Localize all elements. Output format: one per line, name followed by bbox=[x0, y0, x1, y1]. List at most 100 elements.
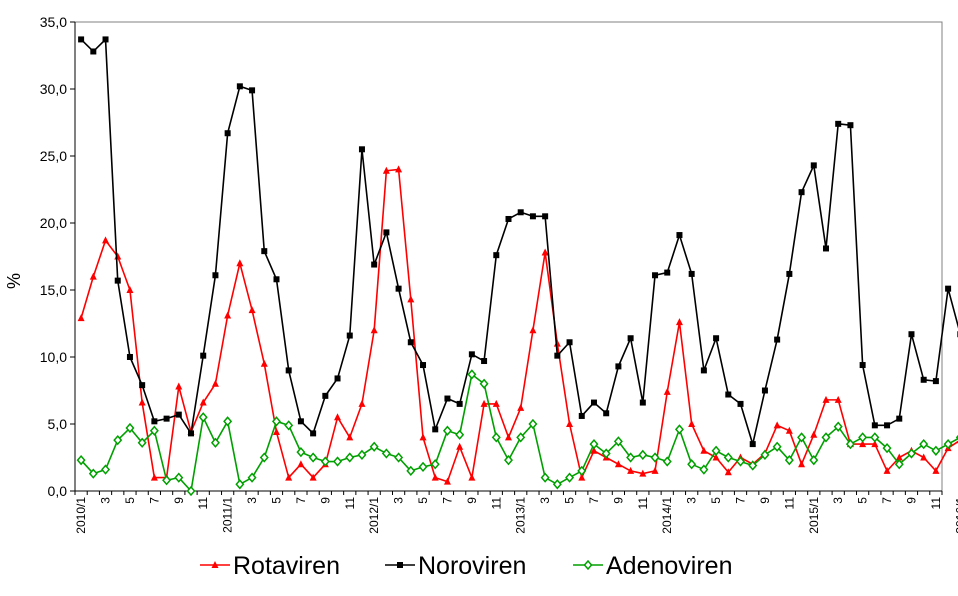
data-point-adenoviren bbox=[784, 455, 794, 466]
data-point-rotaviren bbox=[309, 473, 317, 481]
data-point-adenoviren bbox=[699, 464, 709, 475]
data-point-adenoviren bbox=[394, 452, 404, 463]
legend-label-rotaviren: Rotaviren bbox=[233, 552, 340, 580]
data-point-adenoviren bbox=[259, 452, 269, 463]
data-point-rotaviren bbox=[614, 460, 622, 468]
x-tick-label: 7 bbox=[440, 497, 454, 504]
data-point-adenoviren bbox=[198, 412, 208, 423]
data-point-rotaviren bbox=[895, 453, 903, 461]
data-point-adenoviren bbox=[906, 448, 916, 459]
data-point-adenoviren bbox=[418, 461, 428, 473]
y-tick-label: 25,0 bbox=[40, 148, 67, 164]
data-point-adenoviren bbox=[589, 438, 599, 450]
data-point-rotaviren bbox=[468, 473, 476, 481]
data-point-adenoviren bbox=[772, 441, 782, 452]
data-point-adenoviren bbox=[504, 455, 513, 466]
x-tick-label: 11 bbox=[343, 497, 357, 510]
data-point-noroviren bbox=[358, 146, 365, 153]
data-point-adenoviren bbox=[491, 432, 501, 443]
data-point-noroviren bbox=[468, 351, 475, 358]
x-tick-label: 2010/1 bbox=[74, 497, 88, 534]
x-tick-label: 2016/1 bbox=[953, 497, 958, 534]
data-point-noroviren bbox=[859, 362, 866, 369]
legend-marker-rotaviren bbox=[211, 561, 219, 568]
data-point-adenoviren bbox=[101, 464, 111, 475]
data-point-noroviren bbox=[737, 400, 744, 407]
x-tick-label: 7 bbox=[147, 497, 161, 504]
data-point-adenoviren bbox=[919, 438, 929, 450]
data-point-noroviren bbox=[200, 352, 207, 359]
data-point-noroviren bbox=[652, 272, 659, 279]
data-point-rotaviren bbox=[712, 453, 720, 461]
data-point-adenoviren bbox=[137, 437, 147, 448]
data-point-adenoviren bbox=[809, 455, 819, 466]
data-point-rotaviren bbox=[798, 460, 806, 468]
data-point-noroviren bbox=[786, 270, 793, 277]
data-point-adenoviren bbox=[613, 436, 623, 447]
data-point-noroviren bbox=[261, 248, 268, 255]
x-tick-label: 11 bbox=[489, 497, 503, 510]
data-point-adenoviren bbox=[88, 468, 98, 479]
data-point-adenoviren bbox=[149, 425, 159, 436]
data-point-noroviren bbox=[700, 367, 707, 374]
data-point-rotaviren bbox=[199, 398, 207, 406]
x-tick-label: 11 bbox=[782, 497, 796, 510]
legend-label-adenoviren: Adenoviren bbox=[606, 552, 732, 580]
data-point-noroviren bbox=[847, 122, 854, 129]
y-tick-label: 20,0 bbox=[40, 215, 67, 231]
data-point-noroviren bbox=[90, 48, 97, 55]
data-point-noroviren bbox=[163, 415, 170, 422]
y-axis: 0,0 5,0 10,0 15,0 20,0 25,0 30,0 35,0 bbox=[40, 14, 76, 499]
data-point-noroviren bbox=[529, 213, 536, 220]
data-point-noroviren bbox=[761, 387, 768, 394]
data-point-adenoviren bbox=[638, 449, 648, 460]
data-point-adenoviren bbox=[235, 479, 245, 490]
data-point-adenoviren bbox=[162, 475, 172, 486]
data-point-noroviren bbox=[590, 399, 597, 406]
legend-item-rotaviren: Rotaviren bbox=[200, 552, 340, 580]
data-point-rotaviren bbox=[675, 318, 683, 326]
x-tick-label: 9 bbox=[611, 497, 625, 504]
x-tick-label: 2012/1 bbox=[367, 497, 381, 534]
data-point-noroviren bbox=[139, 382, 146, 389]
legend-label-noroviren: Noroviren bbox=[418, 552, 526, 580]
data-point-rotaviren bbox=[260, 359, 268, 367]
data-point-noroviren bbox=[322, 392, 329, 399]
data-point-rotaviren bbox=[346, 433, 354, 441]
data-point-rotaviren bbox=[224, 311, 232, 319]
data-point-adenoviren bbox=[186, 485, 196, 497]
data-point-noroviren bbox=[920, 376, 927, 383]
data-point-adenoviren bbox=[381, 448, 391, 459]
data-point-noroviren bbox=[407, 339, 414, 346]
series-lines bbox=[76, 36, 958, 497]
series-noroviren bbox=[78, 36, 958, 448]
data-point-rotaviren bbox=[138, 398, 146, 406]
data-point-rotaviren bbox=[334, 413, 342, 421]
data-point-noroviren bbox=[896, 415, 903, 422]
x-tick-label: 2015/1 bbox=[807, 497, 821, 534]
data-point-adenoviren bbox=[662, 456, 672, 467]
x-tick-label: 5 bbox=[416, 497, 430, 504]
data-point-rotaviren bbox=[89, 272, 97, 280]
data-point-adenoviren bbox=[271, 416, 281, 427]
data-point-noroviren bbox=[627, 335, 634, 342]
data-point-noroviren bbox=[310, 430, 317, 437]
data-point-noroviren bbox=[798, 189, 805, 196]
data-point-adenoviren bbox=[455, 429, 465, 440]
data-point-adenoviren bbox=[736, 456, 746, 467]
data-point-rotaviren bbox=[590, 446, 598, 454]
y-axis-label: % bbox=[4, 273, 24, 289]
data-point-noroviren bbox=[285, 367, 292, 374]
data-point-rotaviren bbox=[529, 326, 537, 334]
x-tick-label: 2011/1 bbox=[221, 497, 235, 533]
data-point-rotaviren bbox=[785, 426, 793, 434]
data-point-adenoviren bbox=[601, 448, 611, 459]
data-point-rotaviren bbox=[211, 379, 219, 387]
data-point-adenoviren bbox=[284, 420, 294, 431]
data-point-adenoviren bbox=[931, 445, 941, 456]
x-tick-label: 11 bbox=[196, 497, 210, 510]
data-point-rotaviren bbox=[382, 166, 390, 174]
legend-item-adenoviren: Adenoviren bbox=[573, 552, 732, 580]
data-point-noroviren bbox=[945, 285, 952, 292]
